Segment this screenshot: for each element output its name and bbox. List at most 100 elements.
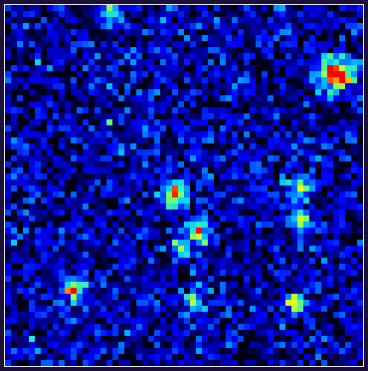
heatmap-cell <box>172 311 179 319</box>
heatmap-cell <box>285 323 292 331</box>
heatmap-cell <box>94 125 101 132</box>
heatmap-cell <box>112 95 119 102</box>
heatmap-cell <box>345 197 352 204</box>
heatmap-cell <box>94 353 101 361</box>
heatmap-cell <box>321 77 328 84</box>
heatmap-cell <box>124 23 131 30</box>
heatmap-cell <box>136 167 143 174</box>
heatmap-cell <box>100 329 107 337</box>
heatmap-cell <box>291 113 298 120</box>
heatmap-cell <box>76 185 83 192</box>
heatmap-cell <box>333 299 340 307</box>
heatmap-cell <box>279 197 286 204</box>
heatmap-cell <box>106 41 113 48</box>
heatmap-cell <box>297 167 304 174</box>
heatmap-cell <box>136 179 143 186</box>
heatmap-cell <box>34 197 42 204</box>
heatmap-cell <box>333 41 340 48</box>
heatmap-cell <box>297 263 304 271</box>
heatmap-cell <box>297 119 304 126</box>
heatmap-cell <box>225 11 233 18</box>
heatmap-cell <box>70 137 77 144</box>
heatmap-cell <box>154 173 161 180</box>
heatmap-cell <box>118 239 125 246</box>
heatmap-cell <box>291 47 298 54</box>
heatmap-cell <box>285 281 292 289</box>
heatmap-cell <box>82 95 89 102</box>
heatmap-cell <box>201 311 209 319</box>
heatmap-cell <box>130 209 137 216</box>
heatmap-cell <box>201 317 209 325</box>
heatmap-cell <box>345 347 352 355</box>
heatmap-cell <box>267 161 274 168</box>
heatmap-cell <box>225 89 233 96</box>
heatmap-cell <box>219 167 227 174</box>
heatmap-cell <box>106 239 113 246</box>
heatmap-cell <box>64 65 71 72</box>
heatmap-cell <box>303 179 310 186</box>
heatmap-cell <box>82 239 89 246</box>
heatmap-cell <box>142 215 149 222</box>
heatmap-cell <box>273 41 280 48</box>
heatmap-cell <box>16 83 24 90</box>
heatmap-cell <box>315 341 322 349</box>
heatmap-cell <box>219 23 227 30</box>
heatmap-cell <box>195 155 203 162</box>
heatmap-cell <box>225 323 233 331</box>
heatmap-cell <box>82 287 89 295</box>
heatmap-cell <box>315 191 322 198</box>
heatmap-cell <box>112 113 119 120</box>
heatmap-cell <box>207 5 215 12</box>
heatmap-cell <box>357 287 363 295</box>
heatmap-cell <box>309 119 316 126</box>
heatmap-cell <box>351 239 358 246</box>
heatmap-cell <box>118 281 125 289</box>
heatmap-cell <box>267 53 274 60</box>
heatmap-cell <box>213 209 221 216</box>
heatmap-cell <box>28 65 36 72</box>
heatmap-cell <box>124 347 131 355</box>
heatmap-cell <box>22 53 30 60</box>
heatmap-cell <box>315 5 322 12</box>
heatmap-cell <box>291 293 298 301</box>
heatmap-cell <box>178 221 185 228</box>
heatmap-cell <box>184 239 191 246</box>
heatmap-cell <box>136 161 143 168</box>
heatmap-cell <box>124 323 131 331</box>
heatmap-cell <box>285 173 292 180</box>
heatmap-cell <box>333 353 340 361</box>
heatmap-cell <box>327 197 334 204</box>
heatmap-cell <box>243 317 250 325</box>
heatmap-cell <box>46 173 54 180</box>
heatmap-cell <box>118 137 125 144</box>
heatmap-cell <box>303 257 310 265</box>
heatmap-cell <box>267 185 274 192</box>
heatmap-cell <box>219 311 227 319</box>
heatmap-cell <box>142 167 149 174</box>
heatmap-cell <box>219 17 227 24</box>
heatmap-cell <box>309 107 316 114</box>
heatmap-cell <box>327 233 334 240</box>
heatmap-cell <box>219 149 227 156</box>
heatmap-cell <box>249 251 256 258</box>
heatmap-cell <box>267 293 274 301</box>
heatmap-cell <box>178 89 185 96</box>
heatmap-cell <box>178 41 185 48</box>
heatmap-cell <box>124 221 131 228</box>
heatmap-cell <box>166 341 173 349</box>
heatmap-cell <box>297 353 304 361</box>
heatmap-cell <box>10 233 18 240</box>
heatmap-cell <box>225 233 233 240</box>
heatmap-cell <box>291 41 298 48</box>
heatmap-cell <box>213 341 221 349</box>
heatmap-cell <box>136 329 143 337</box>
heatmap-cell <box>249 47 256 54</box>
heatmap-cell <box>339 59 346 66</box>
heatmap-cell <box>22 245 30 252</box>
heatmap-cell <box>94 143 101 150</box>
heatmap-cell <box>201 101 209 108</box>
heatmap-cell <box>189 71 197 78</box>
heatmap-cell <box>261 53 268 60</box>
heatmap-cell <box>357 317 363 325</box>
heatmap-cell <box>124 95 131 102</box>
